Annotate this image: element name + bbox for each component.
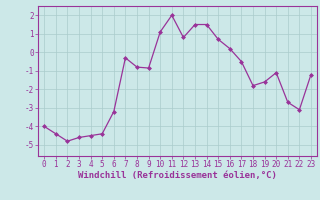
X-axis label: Windchill (Refroidissement éolien,°C): Windchill (Refroidissement éolien,°C) (78, 171, 277, 180)
